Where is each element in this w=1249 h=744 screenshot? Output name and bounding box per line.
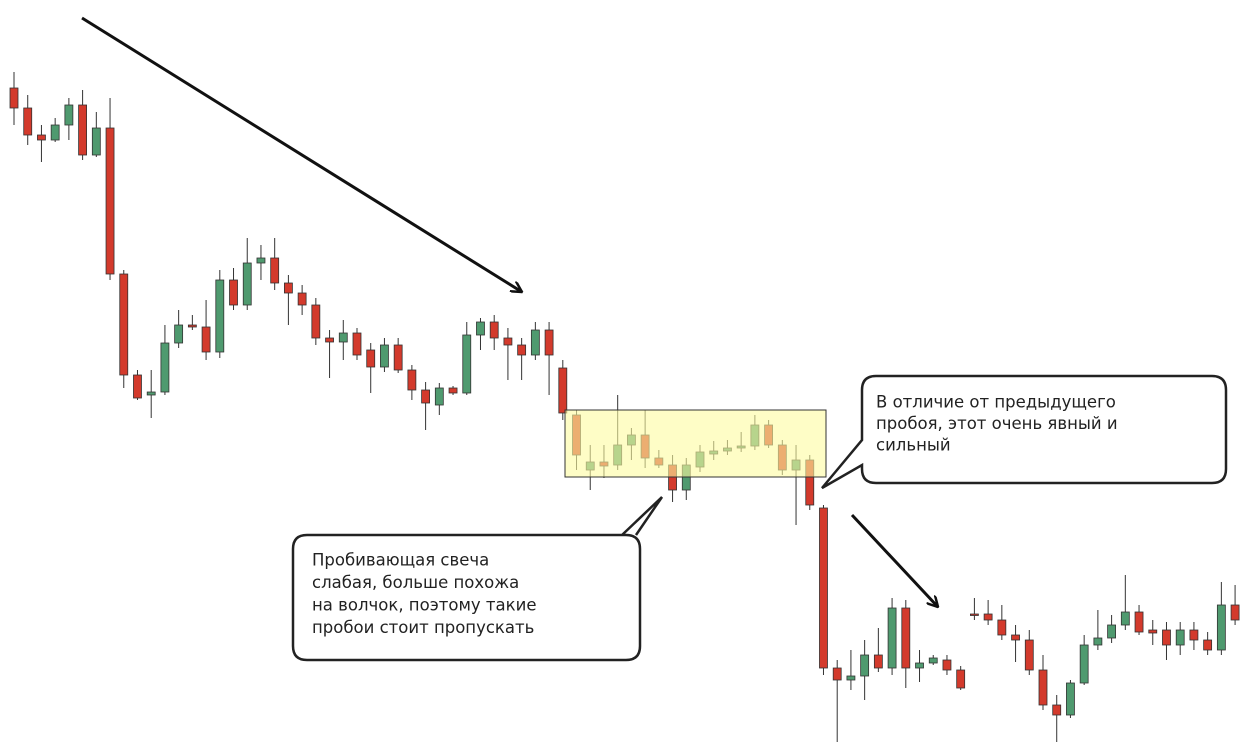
candle-body bbox=[421, 389, 431, 404]
candle-body bbox=[448, 387, 458, 394]
candle-body bbox=[174, 324, 184, 344]
annotation-line: пробоя, этот очень явный и bbox=[876, 414, 1118, 433]
candle-body bbox=[50, 124, 60, 141]
candle-body bbox=[37, 134, 46, 141]
candle-body bbox=[64, 104, 74, 126]
candle-body bbox=[462, 334, 472, 394]
candle-body bbox=[1148, 629, 1158, 634]
annotation-line: на волчок, поэтому такие bbox=[312, 596, 536, 615]
candle-body bbox=[489, 321, 499, 339]
range-box bbox=[564, 409, 827, 478]
candle-body bbox=[1093, 637, 1103, 646]
candle-body bbox=[338, 332, 348, 343]
candle-body bbox=[860, 654, 870, 677]
candle-body bbox=[530, 329, 540, 356]
annotation-line: Пробивающая свеча bbox=[312, 551, 489, 570]
trend-arrow bbox=[81, 16, 522, 292]
candle-body bbox=[832, 667, 842, 681]
candle-body bbox=[325, 337, 334, 343]
annotation-line: слабая, больше похожа bbox=[312, 573, 519, 592]
candle-body bbox=[283, 282, 293, 294]
candle-body bbox=[915, 662, 924, 669]
candle-body bbox=[133, 374, 142, 399]
candle-body bbox=[366, 349, 376, 368]
candle-body bbox=[380, 344, 389, 368]
candle-body bbox=[9, 87, 19, 109]
candle-body bbox=[1066, 682, 1075, 716]
candle-body bbox=[1216, 604, 1226, 651]
breakout-arrow bbox=[850, 513, 938, 607]
candle-body bbox=[997, 619, 1007, 636]
candle-body bbox=[846, 675, 856, 681]
candle-body bbox=[201, 326, 211, 353]
annotation-line: В отличие от предыдущего bbox=[876, 393, 1116, 412]
candle-body bbox=[1175, 629, 1185, 646]
candle-body bbox=[517, 344, 527, 356]
candle-body bbox=[942, 659, 952, 671]
candle-body bbox=[434, 387, 444, 406]
candle-body bbox=[242, 262, 252, 306]
candle-body bbox=[476, 321, 485, 336]
candle-body bbox=[119, 273, 129, 376]
candle-body bbox=[983, 613, 993, 621]
candle-body bbox=[558, 367, 568, 414]
candle-body bbox=[270, 257, 280, 284]
candle-body bbox=[873, 654, 883, 669]
candle-body bbox=[352, 332, 362, 356]
candle-body bbox=[256, 257, 266, 264]
candle-body bbox=[215, 279, 225, 353]
candle-body bbox=[1052, 704, 1062, 716]
candle-body bbox=[160, 342, 170, 393]
candle-body bbox=[887, 607, 897, 669]
candle-body bbox=[1189, 629, 1199, 641]
candle-body bbox=[146, 391, 156, 396]
candle-body bbox=[1011, 634, 1020, 641]
candle-body bbox=[544, 329, 554, 356]
candle-body bbox=[407, 369, 417, 391]
callout-right bbox=[821, 374, 1228, 490]
candle-body bbox=[105, 127, 115, 275]
candle-body bbox=[928, 657, 938, 664]
annotation-line: сильный bbox=[876, 436, 951, 455]
annotation-line: пробои стоит пропускать bbox=[312, 618, 534, 637]
candle-body bbox=[819, 507, 828, 669]
candle-body bbox=[23, 107, 33, 136]
annotations: В отличие от предыдущего пробоя, этот оче… bbox=[312, 393, 1118, 638]
candle-body bbox=[1079, 644, 1089, 684]
candle-body bbox=[1107, 624, 1116, 639]
candle-body bbox=[1038, 669, 1048, 706]
candle-body bbox=[297, 292, 307, 306]
candle-body bbox=[1134, 611, 1144, 633]
candle-body bbox=[970, 613, 979, 616]
candle-body bbox=[1203, 639, 1213, 651]
candle-body bbox=[1162, 629, 1171, 646]
candle-body bbox=[956, 669, 966, 689]
callout-left bbox=[291, 496, 664, 662]
candle-body bbox=[1024, 639, 1034, 671]
candle-body bbox=[229, 279, 238, 306]
candle-body bbox=[1230, 604, 1240, 621]
candle-body bbox=[503, 337, 513, 346]
candle-body bbox=[78, 104, 87, 156]
candle-body bbox=[901, 607, 911, 669]
candle-body bbox=[311, 304, 321, 339]
candle-body bbox=[393, 344, 403, 371]
candle-body bbox=[91, 127, 101, 156]
candle-body bbox=[187, 324, 197, 328]
candle-body bbox=[1120, 611, 1130, 626]
